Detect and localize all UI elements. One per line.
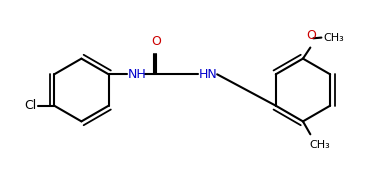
Text: HN: HN <box>199 68 218 81</box>
Text: O: O <box>306 29 316 42</box>
Text: Cl: Cl <box>24 99 37 112</box>
Text: NH: NH <box>128 68 147 81</box>
Text: O: O <box>151 35 161 48</box>
Text: CH₃: CH₃ <box>323 33 344 43</box>
Text: CH₃: CH₃ <box>309 140 330 150</box>
